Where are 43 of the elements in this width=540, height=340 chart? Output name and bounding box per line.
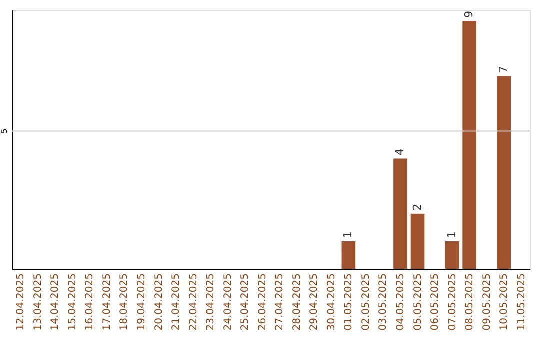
x-tick-label: 09.05.2025: [482, 274, 493, 331]
bar: [394, 158, 408, 269]
x-tick-label: 01.05.2025: [344, 274, 355, 331]
data-label: 1: [342, 231, 355, 238]
x-tick-label: 21.04.2025: [171, 274, 182, 331]
x-tick-label: 11.05.2025: [516, 274, 528, 331]
x-tick-label: 12.04.2025: [16, 274, 27, 331]
x-tick-label: 16.04.2025: [84, 274, 96, 331]
x-tick-label: 07.05.2025: [447, 274, 458, 331]
bar: [410, 214, 425, 269]
data-label: 1: [445, 231, 458, 238]
bar: [462, 21, 476, 269]
x-tick-label: 17.04.2025: [102, 274, 113, 331]
x-tick-label: 25.04.2025: [240, 274, 252, 331]
x-tick-label: 04.05.2025: [396, 274, 406, 331]
x-tick-label: 13.04.2025: [32, 274, 44, 331]
bar: [342, 241, 356, 269]
x-tick-label: 19.04.2025: [136, 274, 148, 331]
x-tick-label: 03.05.2025: [378, 274, 390, 331]
x-tick-label: 24.04.2025: [222, 274, 234, 331]
data-label: 2: [410, 204, 424, 211]
ref-line-label: 5: [0, 128, 9, 134]
x-tick-label: 20.04.2025: [154, 274, 165, 331]
x-tick-label: 29.04.2025: [309, 274, 320, 331]
x-tick-label: 26.04.2025: [257, 274, 268, 331]
x-tick-label: 27.04.2025: [274, 274, 286, 331]
data-label: 7: [497, 66, 510, 74]
x-tick-label: 30.04.2025: [326, 274, 338, 331]
bar: [497, 76, 512, 269]
x-tick-label: 02.05.2025: [360, 274, 372, 331]
x-tick-label: 10.05.2025: [499, 274, 510, 331]
x-tick-label: 14.04.2025: [50, 274, 62, 331]
x-tick-label: 28.04.2025: [292, 274, 303, 331]
x-tick-label: 23.04.2025: [206, 274, 217, 331]
x-tick-label: 18.04.2025: [119, 274, 130, 331]
x-tick-label: 15.04.2025: [67, 274, 78, 331]
data-label: 4: [394, 148, 406, 156]
x-tick-label: 06.05.2025: [430, 274, 442, 331]
bar: [445, 241, 460, 269]
data-label: 9: [462, 11, 476, 18]
x-tick-label: 08.05.2025: [464, 274, 476, 331]
x-tick-label: 05.05.2025: [412, 274, 424, 331]
x-tick-label: 22.04.2025: [188, 274, 200, 331]
